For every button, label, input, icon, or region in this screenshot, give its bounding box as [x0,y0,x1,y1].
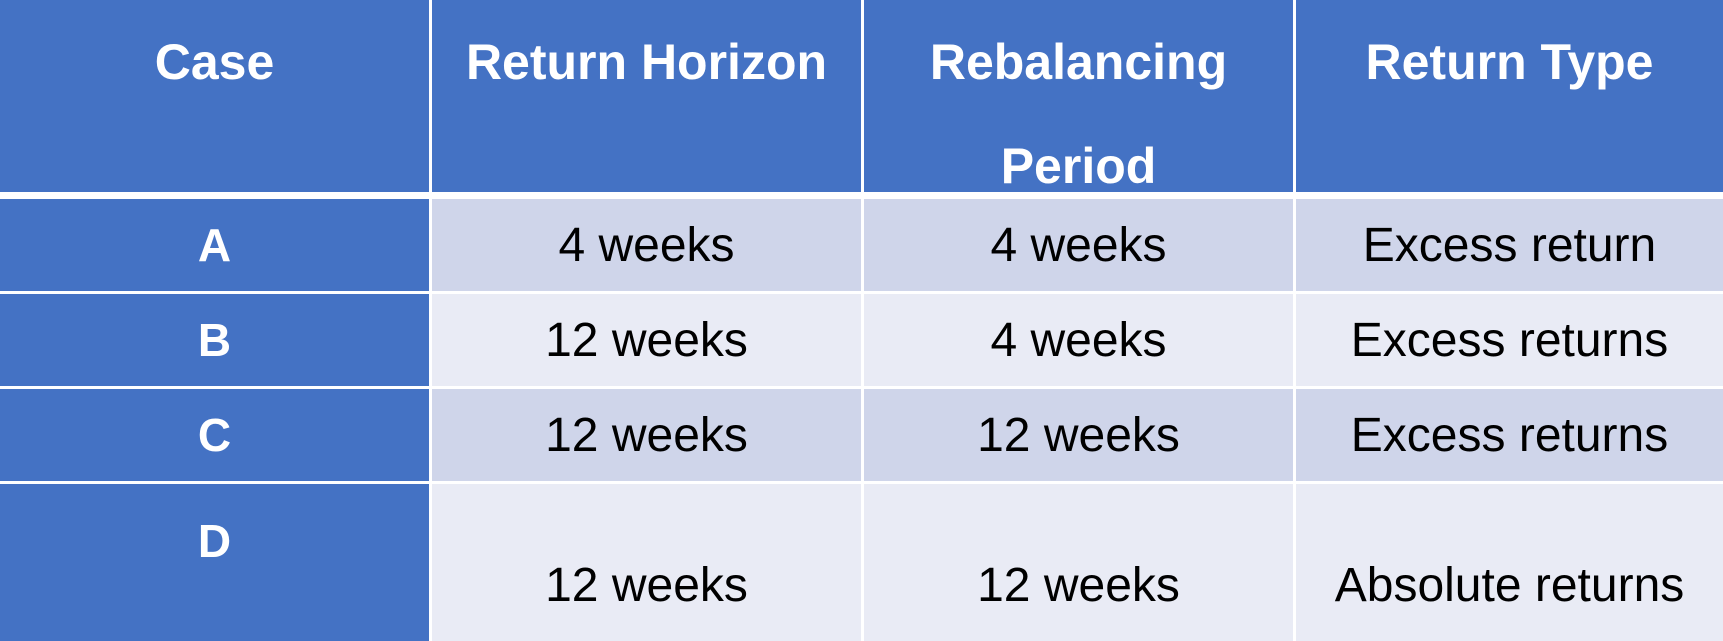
row-a-case: A [0,199,432,294]
row-b-rebalancing-period: 4 weeks [864,294,1296,389]
row-a-return-horizon: 4 weeks [432,199,864,294]
header-rebalancing-period: Rebalancing Period [864,0,1296,199]
header-return-horizon: Return Horizon [432,0,864,199]
row-d-rebalancing-period: 12 weeks [864,484,1296,641]
header-return-type-label: Return Type [1365,34,1654,90]
row-d-return-type: Absolute returns [1296,484,1723,641]
row-d-case: D [0,484,432,641]
header-return-horizon-label: Return Horizon [465,34,828,90]
row-b-return-type: Excess returns [1296,294,1723,389]
row-c-rebalancing-period: 12 weeks [864,389,1296,484]
row-b-case: B [0,294,432,389]
row-b-return-horizon: 12 weeks [432,294,864,389]
row-a-return-type: Excess return [1296,199,1723,294]
header-rebalancing-period-label: Rebalancing Period [929,34,1228,194]
row-c-return-type: Excess returns [1296,389,1723,484]
header-case-label: Case [154,34,275,90]
row-a-rebalancing-period: 4 weeks [864,199,1296,294]
header-return-type: Return Type [1296,0,1723,199]
row-c-case: C [0,389,432,484]
header-case: Case [0,0,432,199]
row-c-return-horizon: 12 weeks [432,389,864,484]
row-d-return-horizon: 12 weeks [432,484,864,641]
